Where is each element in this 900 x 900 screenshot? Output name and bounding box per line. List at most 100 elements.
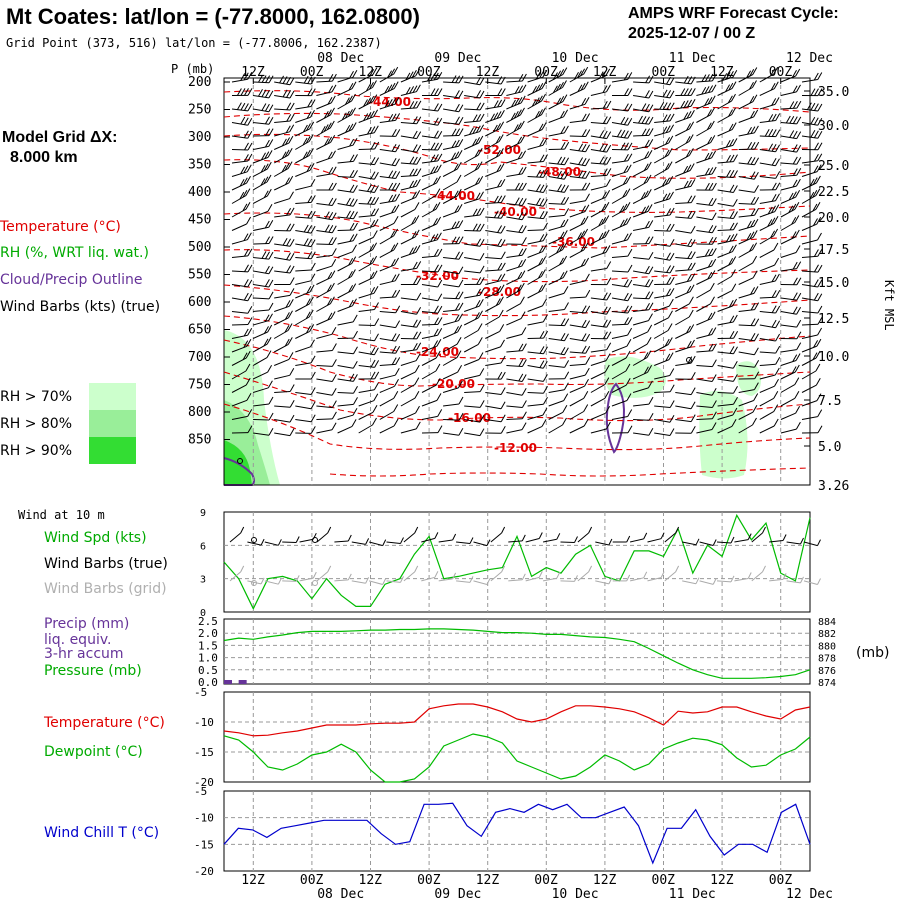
wind-barb — [421, 279, 443, 288]
wind-chill-tick-label: -5 — [194, 785, 207, 798]
top-time-tick-label: 00Z — [769, 65, 793, 80]
temperature-contour-label: -40.00 — [494, 205, 537, 219]
wind-barb — [337, 407, 358, 420]
wind-barb — [464, 76, 485, 86]
wind-barb — [295, 284, 315, 299]
wind-barb — [801, 164, 822, 177]
wind-barb — [548, 156, 570, 166]
wind-barb-grid — [334, 573, 352, 582]
wind-barb — [464, 414, 485, 423]
wind-barb — [506, 166, 527, 177]
wind-barb — [632, 324, 653, 339]
wind-barb — [801, 409, 823, 420]
wind-barb-grid — [647, 571, 665, 582]
wind-barb — [442, 364, 463, 380]
wind-barb — [442, 161, 462, 177]
wind-barb — [464, 113, 485, 123]
wind-barb — [358, 382, 379, 393]
pressure-tick-label: 600 — [188, 295, 211, 310]
calm-wind-marker — [251, 537, 257, 543]
wind-barb — [675, 324, 695, 339]
wind-barb — [253, 302, 274, 312]
wind-barb — [253, 291, 274, 300]
wind-barb — [485, 88, 506, 96]
wind-barb — [443, 128, 464, 137]
wind-barb — [443, 279, 464, 288]
wind-barb — [548, 346, 569, 356]
wind-barb — [316, 166, 337, 177]
wind-barb — [485, 163, 505, 177]
wind-barb — [527, 154, 548, 164]
wind-barb — [653, 161, 673, 177]
wind-barb — [696, 197, 717, 206]
wind-barb — [717, 210, 738, 219]
wind-barb — [569, 345, 591, 354]
wind-barb — [780, 245, 801, 258]
wind-barb — [274, 75, 295, 86]
wind-barb — [253, 428, 274, 436]
wind-barb — [611, 72, 633, 83]
wind-barb — [421, 350, 441, 366]
wind-barb — [464, 207, 485, 218]
temp-tick-label: -15 — [194, 746, 214, 759]
bottom-time-tick-label: 00Z — [300, 873, 324, 888]
wind-barb — [759, 128, 781, 138]
legend-rh: RH (%, WRT liq. wat.) — [0, 245, 149, 261]
wind-barb — [443, 75, 464, 84]
wind-barb — [654, 76, 675, 86]
wind-barb — [548, 333, 569, 342]
wind-barb-true — [612, 535, 631, 543]
wind-barb — [759, 193, 780, 204]
height-tick-label: 3.26 — [818, 479, 849, 494]
wind-barb — [759, 216, 779, 231]
wind-barb — [421, 117, 443, 126]
wind-barb — [421, 72, 443, 83]
wind-barb — [738, 417, 757, 434]
wind-barb — [527, 256, 547, 272]
wind-barb — [463, 135, 484, 150]
wind-barb — [400, 390, 420, 407]
wind-barb — [274, 277, 295, 285]
wind-barb — [527, 346, 548, 355]
wind-barb — [316, 387, 337, 396]
wind-barb — [231, 279, 253, 288]
wind-barb — [400, 229, 420, 245]
wind-barb — [506, 150, 527, 164]
wind-barb — [653, 147, 673, 164]
precip-tick-label: 1.5 — [198, 639, 218, 652]
wind-barb — [231, 164, 252, 177]
height-tick-label: 10.0 — [818, 350, 849, 365]
wind-barb — [548, 302, 569, 312]
wind-barb-grid — [403, 565, 419, 582]
wind-barb — [675, 109, 695, 123]
wind-barb — [548, 125, 569, 137]
wind-barb — [527, 233, 548, 245]
wind-barb — [463, 161, 483, 177]
wind-barb — [358, 393, 379, 407]
wind-barb — [231, 425, 253, 434]
wind-barb — [569, 273, 590, 285]
bottom-time-tick-label: 12Z — [593, 873, 617, 888]
wind-barb — [295, 251, 316, 260]
wind-barb — [611, 103, 633, 112]
wind-barb — [231, 264, 253, 273]
wind-barb — [654, 191, 674, 204]
wind-barb — [696, 359, 717, 368]
wind-barb — [675, 284, 695, 299]
wind-barb — [569, 66, 589, 83]
precip-bar — [224, 680, 232, 684]
wind-barb-true — [334, 534, 352, 543]
wind-barb — [253, 251, 274, 260]
wind-barb — [421, 425, 443, 434]
wind-barb — [485, 148, 504, 164]
wind-barb — [717, 374, 738, 382]
wind-barb — [717, 233, 738, 245]
wind-barb — [421, 317, 443, 326]
wind-barb — [231, 88, 253, 96]
wind-barb — [358, 184, 379, 193]
wind-barb — [696, 135, 716, 150]
wind-barb — [759, 97, 780, 110]
wind-barb — [506, 224, 527, 234]
wind-barb — [274, 237, 295, 247]
wind-barb — [611, 153, 633, 164]
